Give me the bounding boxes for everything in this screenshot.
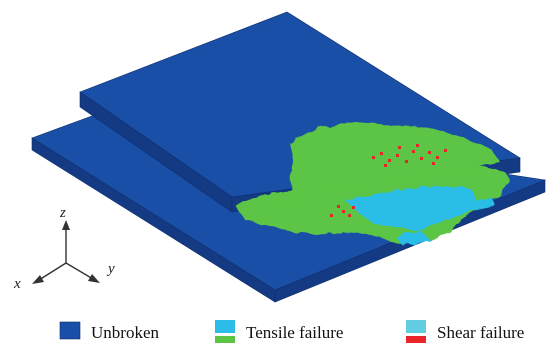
y-axis-line xyxy=(65,262,94,280)
legend-item-tensile: Tensile failure xyxy=(215,320,343,343)
tensile-failure-cyan-region xyxy=(345,186,476,230)
legend-swatch-tensile-green xyxy=(215,336,235,343)
shear-failure-point xyxy=(420,157,423,160)
z-axis-arrowhead xyxy=(62,220,70,230)
shear-failure-point xyxy=(444,149,447,152)
tensile-failure-step-band xyxy=(237,193,302,211)
y-axis-label: y xyxy=(106,261,115,277)
legend-label-tensile: Tensile failure xyxy=(246,323,343,342)
shear-failure-point xyxy=(416,144,419,147)
shear-failure-point xyxy=(396,154,399,157)
axis-triad: z x y xyxy=(13,205,115,292)
shear-failure-point xyxy=(352,206,355,209)
tensile-failure-cyan-band xyxy=(455,198,496,214)
legend-label-shear: Shear failure xyxy=(437,323,524,342)
shear-failure-point xyxy=(388,159,391,162)
shear-failure-points xyxy=(330,144,447,217)
x-axis-line xyxy=(38,262,67,281)
tensile-failure-cyan-strip xyxy=(395,230,430,246)
shear-failure-point xyxy=(380,152,383,155)
x-axis-arrowhead xyxy=(32,275,44,284)
shear-failure-point xyxy=(348,214,351,217)
failure-zone xyxy=(235,122,510,246)
shear-failure-point xyxy=(398,146,401,149)
tensile-failure-region-top xyxy=(290,122,500,196)
shear-failure-point xyxy=(432,162,435,165)
legend-item-shear: Shear failure xyxy=(406,320,524,343)
shear-failure-point xyxy=(372,156,375,159)
shear-failure-point xyxy=(330,214,333,217)
legend-swatch-tensile-cyan xyxy=(215,320,235,333)
shear-failure-point xyxy=(337,205,340,208)
legend-item-unbroken: Unbroken xyxy=(59,321,159,342)
legend-label-unbroken: Unbroken xyxy=(91,323,159,342)
shear-failure-point xyxy=(384,164,387,167)
shear-failure-point xyxy=(428,151,431,154)
shear-failure-point xyxy=(342,210,345,213)
shear-failure-point xyxy=(436,156,439,159)
x-axis-label: x xyxy=(13,276,21,292)
y-axis-arrowhead xyxy=(88,274,100,283)
shear-failure-point xyxy=(405,160,408,163)
legend-swatch-unbroken xyxy=(59,321,81,340)
legend-swatch-shear-red xyxy=(406,336,426,343)
legend: Unbroken Tensile failure Shear failure xyxy=(59,320,524,343)
shear-failure-point xyxy=(412,150,415,153)
legend-swatch-shear-cyan xyxy=(406,320,426,333)
z-axis-label: z xyxy=(59,205,66,221)
